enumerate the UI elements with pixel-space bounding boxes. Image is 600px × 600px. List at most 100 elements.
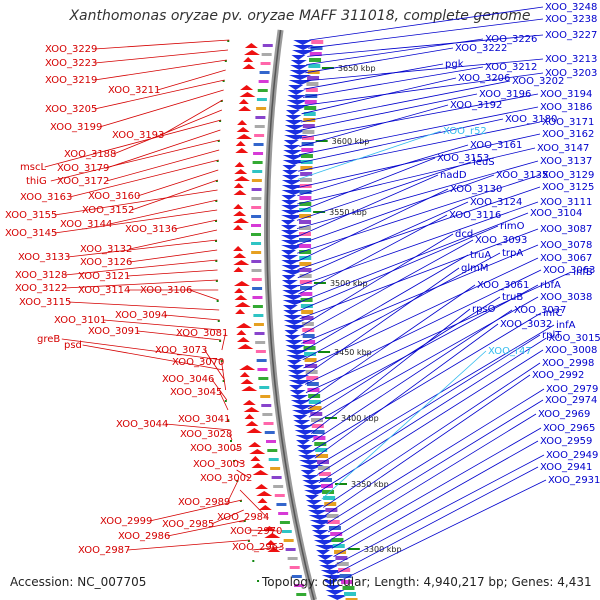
reverse-gene-leader — [304, 58, 544, 82]
feature-track-bar — [264, 431, 275, 434]
reverse-gene-arrow — [295, 440, 310, 445]
reverse-gene-leader — [329, 413, 537, 541]
reverse-gene-arrow — [308, 515, 331, 520]
reverse-gene-arrow — [291, 405, 314, 410]
reverse-gene-label: nadD — [440, 170, 467, 181]
forward-gene-label: XOO_3005 — [190, 443, 242, 454]
reverse-gene-leader — [298, 106, 539, 156]
forward-gene-leader — [211, 509, 244, 525]
feature-track-bar — [306, 82, 319, 86]
reverse-gene-label: XOO_2974 — [545, 395, 597, 406]
reverse-gene-arrow — [282, 285, 301, 290]
reverse-gene-arrow — [281, 255, 299, 260]
feature-track-bar — [265, 440, 276, 443]
reverse-gene-leader — [300, 80, 511, 123]
reverse-gene-leader — [297, 201, 469, 279]
feature-track-bar — [299, 226, 312, 230]
feature-track-bar — [305, 88, 318, 92]
feature-track-bar — [302, 334, 315, 338]
forward-gene-label: XOO_3046 — [162, 374, 214, 385]
feature-track-bar — [255, 341, 266, 344]
feature-track-bar — [299, 214, 312, 218]
feature-track-bar — [251, 242, 262, 245]
reverse-gene-arrow — [282, 170, 299, 175]
feature-track-bar — [311, 418, 324, 422]
forward-gene-arrow — [233, 204, 244, 209]
feature-track-bar — [291, 575, 302, 578]
reverse-gene-arrow — [282, 305, 298, 310]
feature-track-bar — [278, 512, 289, 515]
forward-gene-arrow — [234, 162, 245, 167]
reverse-gene-leader — [318, 337, 547, 484]
reverse-gene-label: XOO_3111 — [540, 197, 592, 208]
guide-dot — [247, 540, 250, 542]
reverse-gene-arrow — [290, 65, 309, 70]
forward-gene-arrow — [244, 414, 255, 419]
forward-gene-arrow — [233, 211, 247, 216]
reverse-gene-label: infC — [543, 308, 563, 319]
forward-gene-label: XOO_3128 — [15, 270, 67, 281]
feature-track-bar — [325, 508, 338, 512]
feature-track-bar — [279, 521, 290, 524]
reverse-gene-arrow — [292, 50, 316, 55]
reverse-gene-leader — [339, 479, 547, 582]
reverse-gene-arrow — [281, 195, 297, 200]
reverse-gene-leader — [321, 350, 487, 500]
forward-gene-label: XOO_3070 — [172, 357, 224, 368]
feature-track-bar — [326, 514, 339, 518]
feature-track-bar — [258, 377, 269, 380]
guide-dot — [227, 40, 230, 42]
reverse-gene-label: XOO_2931 — [548, 475, 600, 486]
forward-gene-leader — [161, 99, 223, 136]
forward-gene-label: XOO_3081 — [176, 328, 228, 339]
forward-gene-leader — [129, 249, 218, 263]
forward-gene-label: XOO_3229 — [45, 44, 97, 55]
reverse-gene-arrow — [285, 345, 306, 350]
forward-gene-leader — [131, 179, 218, 211]
reverse-gene-arrow — [325, 590, 345, 595]
feature-track-bar — [260, 62, 271, 65]
forward-gene-leader — [106, 149, 220, 182]
reverse-gene-leader — [324, 374, 531, 516]
feature-track-bar — [289, 566, 300, 569]
feature-track-bar — [276, 503, 287, 506]
reverse-gene-leader — [305, 271, 572, 393]
reverse-gene-arrow — [310, 525, 326, 530]
forward-gene-leader — [94, 59, 227, 81]
forward-gene-leader — [252, 546, 282, 551]
forward-gene-label: XOO_3132 — [80, 244, 132, 255]
reverse-gene-arrow — [288, 80, 313, 85]
forward-gene-arrow — [233, 218, 250, 223]
feature-track-bar — [315, 448, 328, 452]
forward-gene-arrow — [264, 533, 281, 538]
reverse-gene-label: XOO_3213 — [545, 54, 597, 65]
reverse-gene-arrow — [281, 210, 303, 215]
feature-track-bar — [299, 202, 312, 206]
reverse-gene-leader — [308, 18, 544, 49]
reverse-gene-label: XOO_3130 — [450, 184, 502, 195]
feature-track-bar — [309, 58, 322, 62]
reverse-gene-leader — [302, 72, 544, 106]
genome-backbone-core — [266, 29, 315, 600]
reverse-gene-leader — [333, 440, 539, 557]
forward-gene-arrow — [233, 225, 244, 230]
forward-gene-label: XOO_3179 — [57, 163, 109, 174]
guide-dot — [215, 240, 218, 242]
reverse-gene-arrow — [320, 570, 343, 575]
feature-track-bar — [302, 328, 315, 332]
forward-gene-label: XOO_3223 — [45, 58, 97, 69]
forward-gene-arrow — [233, 246, 244, 251]
reverse-gene-arrow — [301, 475, 319, 480]
reverse-gene-arrow — [297, 450, 316, 455]
feature-track-bar — [300, 286, 313, 290]
forward-gene-leader — [129, 229, 218, 250]
feature-track-bar — [309, 52, 322, 56]
reverse-gene-label: infB — [573, 267, 593, 278]
reverse-gene-arrow — [287, 370, 307, 375]
guide-dot — [215, 260, 218, 262]
forward-gene-label: XOO_3114 — [78, 285, 130, 296]
feature-track-bar — [299, 238, 312, 242]
forward-gene-leader — [174, 219, 218, 230]
reverse-gene-arrow — [306, 505, 325, 510]
reverse-gene-label: pgk — [445, 59, 464, 70]
